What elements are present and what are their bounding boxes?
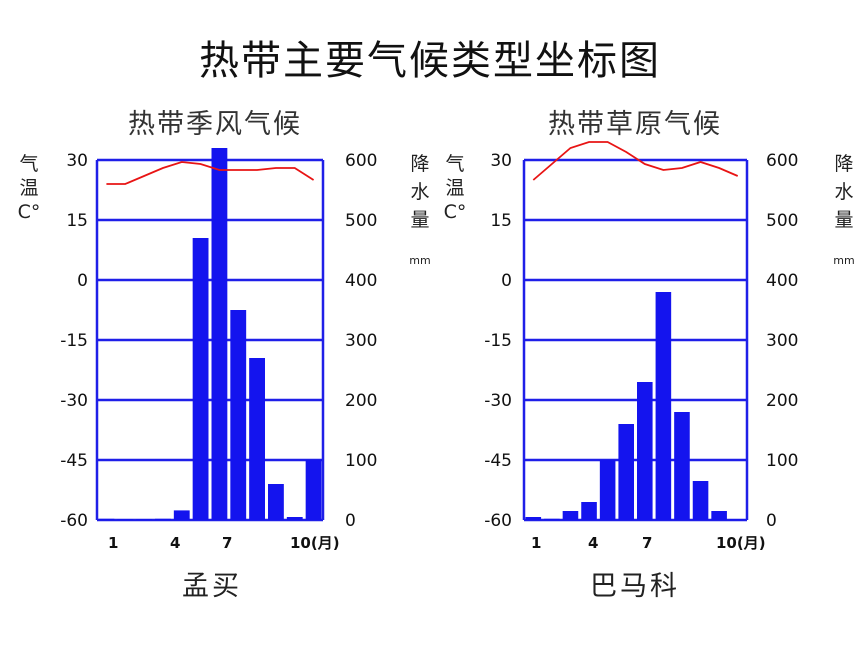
precip-axis-label: 水 xyxy=(834,181,853,203)
x-tick-label: 10(月) xyxy=(716,534,766,552)
precip-tick-label: 300 xyxy=(766,331,798,351)
precip-bar xyxy=(618,424,634,520)
precip-bar xyxy=(525,517,542,520)
precip-axis-label: 水 xyxy=(410,181,429,203)
precip-tick-label: 0 xyxy=(345,511,356,531)
temp-tick-label: -45 xyxy=(484,451,512,471)
temp-tick-label: -15 xyxy=(60,331,88,351)
precip-bar xyxy=(136,519,152,520)
precip-bar xyxy=(268,484,284,520)
temp-tick-label: -60 xyxy=(60,511,88,531)
temp-tick-label: -60 xyxy=(484,511,512,531)
chart-title: 热带草原气候 xyxy=(548,109,722,140)
precip-tick-label: 200 xyxy=(766,391,798,411)
precip-bar xyxy=(305,460,322,520)
precip-bar xyxy=(692,481,709,520)
precip-bar xyxy=(286,517,303,520)
precip-bar xyxy=(249,358,265,520)
precip-bar xyxy=(192,238,209,520)
precip-tick-label: 400 xyxy=(766,271,798,291)
x-tick-label: 4 xyxy=(588,534,598,552)
precip-bar xyxy=(155,518,171,520)
precip-bar xyxy=(729,519,746,520)
temp-axis-label: C° xyxy=(444,201,467,223)
precip-axis-label: 量 xyxy=(834,209,853,231)
temp-tick-label: -30 xyxy=(484,391,512,411)
x-tick-label: 4 xyxy=(170,534,180,552)
precip-bar xyxy=(711,511,727,520)
temp-tick-label: -45 xyxy=(60,451,88,471)
chart-title: 热带季风气候 xyxy=(128,109,302,140)
precip-bar xyxy=(98,518,115,520)
precip-tick-label: 200 xyxy=(345,391,377,411)
temp-axis-label: 气 xyxy=(19,153,38,175)
precip-axis-label: 降 xyxy=(410,153,429,175)
chart-monsoon: 热带季风气候30150-15-30-45-6060050040030020010… xyxy=(18,109,431,602)
temp-tick-label: 0 xyxy=(77,271,88,291)
precip-axis-label: 降 xyxy=(834,153,853,175)
temp-axis-label: 温 xyxy=(445,177,464,199)
precip-bar xyxy=(562,511,579,520)
temp-tick-label: -30 xyxy=(60,391,88,411)
precip-bar xyxy=(599,460,616,520)
chart-savanna: 热带草原气候30150-15-30-45-6060050040030020010… xyxy=(444,109,855,602)
precip-axis-label: 量 xyxy=(410,209,429,231)
temp-tick-label: 30 xyxy=(66,151,88,171)
precip-unit-label: mm xyxy=(409,254,430,267)
x-tick-label: 10(月) xyxy=(290,534,340,552)
precip-tick-label: 600 xyxy=(766,151,798,171)
precip-bar xyxy=(117,519,134,520)
city-label: 孟买 xyxy=(182,571,242,602)
x-tick-label: 1 xyxy=(531,534,541,552)
precip-tick-label: 100 xyxy=(345,451,377,471)
precip-bar xyxy=(655,292,672,520)
precip-bar xyxy=(544,518,560,520)
temp-tick-label: 30 xyxy=(490,151,512,171)
precip-bar xyxy=(637,382,653,520)
temp-tick-label: 15 xyxy=(66,211,88,231)
precip-bar xyxy=(581,502,597,520)
temp-axis-label: C° xyxy=(18,201,41,223)
precip-bar xyxy=(211,148,228,520)
precip-tick-label: 600 xyxy=(345,151,377,171)
temp-tick-label: 15 xyxy=(490,211,512,231)
x-tick-label: 7 xyxy=(642,534,652,552)
precip-bar xyxy=(674,412,690,520)
precip-unit-label: mm xyxy=(833,254,854,267)
precip-tick-label: 300 xyxy=(345,331,377,351)
temp-tick-label: 0 xyxy=(501,271,512,291)
x-tick-label: 7 xyxy=(222,534,232,552)
precip-tick-label: 500 xyxy=(766,211,798,231)
precip-bar xyxy=(173,510,190,520)
temperature-line xyxy=(106,161,315,185)
precip-tick-label: 0 xyxy=(766,511,777,531)
temp-axis-label: 气 xyxy=(445,153,464,175)
temperature-line xyxy=(532,141,739,181)
precip-tick-label: 100 xyxy=(766,451,798,471)
temp-axis-label: 温 xyxy=(19,177,38,199)
precip-tick-label: 400 xyxy=(345,271,377,291)
precip-tick-label: 500 xyxy=(345,211,377,231)
page-title: 热带主要气候类型坐标图 xyxy=(199,38,661,84)
precip-bar xyxy=(230,310,247,520)
x-tick-label: 1 xyxy=(108,534,118,552)
temp-tick-label: -15 xyxy=(484,331,512,351)
city-label: 巴马科 xyxy=(590,571,680,602)
